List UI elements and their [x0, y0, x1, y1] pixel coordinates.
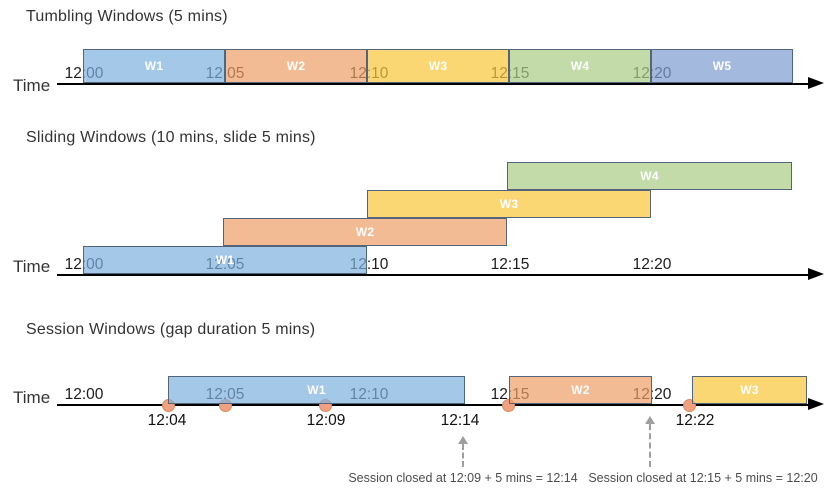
axis-tick-label-sliding-1215: 12:15	[490, 256, 530, 273]
event-time-label-1222: 12:22	[675, 412, 715, 429]
tumbling-time-axis-label: Time	[13, 76, 51, 95]
window-box-sliding-w3	[367, 190, 651, 218]
dashed-arrow-line	[649, 424, 651, 467]
event-time-label-1214: 12:14	[440, 412, 480, 429]
window-box-session-w3	[692, 376, 807, 404]
time-axis-tumbling	[57, 83, 810, 85]
window-label-tumbling-w3: W3	[428, 59, 448, 73]
session-annotation-1: Session closed at 12:09 + 5 mins = 12:14	[348, 471, 578, 485]
sliding-section-title: Sliding Windows (10 mins, slide 5 mins)	[26, 129, 316, 146]
time-axis-arrowhead-icon	[808, 398, 824, 410]
window-label-session-w3: W3	[740, 383, 759, 397]
window-label-session-w2: W2	[571, 383, 590, 397]
event-time-label-1204: 12:04	[147, 412, 187, 429]
window-label-sliding-w1: W1	[215, 253, 235, 267]
window-box-tumbling-w1	[83, 49, 225, 83]
window-label-tumbling-w2: W2	[286, 59, 306, 73]
window-box-session-w1	[168, 376, 465, 404]
window-label-tumbling-w4: W4	[570, 59, 590, 73]
window-box-sliding-w2	[223, 218, 507, 246]
window-box-tumbling-w4	[509, 49, 651, 83]
event-time-label-1209: 12:09	[306, 412, 346, 429]
window-label-sliding-w4: W4	[640, 169, 659, 183]
axis-tick-label-sliding-1220: 12:20	[632, 256, 672, 273]
window-box-sliding-w4	[507, 162, 792, 190]
session-section-title: Session Windows (gap duration 5 mins)	[26, 321, 316, 338]
time-axis-arrowhead-icon	[808, 77, 824, 89]
window-box-tumbling-w5	[651, 49, 793, 83]
time-axis-arrowhead-icon	[808, 268, 824, 280]
window-box-tumbling-w2	[225, 49, 367, 83]
axis-tick-label-session-1200: 12:00	[64, 386, 104, 403]
window-box-session-w2	[509, 376, 652, 404]
window-label-tumbling-w1: W1	[144, 59, 164, 73]
sliding-time-axis-label: Time	[13, 257, 51, 276]
dashed-arrow-icon	[458, 436, 468, 444]
session-time-axis-label: Time	[13, 388, 51, 407]
window-label-sliding-w3: W3	[499, 197, 519, 211]
window-box-tumbling-w3	[367, 49, 509, 83]
window-label-sliding-w2: W2	[355, 225, 375, 239]
window-box-sliding-w1	[83, 246, 367, 274]
time-axis-sliding	[57, 274, 810, 276]
window-label-tumbling-w5: W5	[712, 59, 732, 73]
dashed-arrow-icon	[645, 416, 655, 424]
window-label-session-w1: W1	[307, 383, 326, 397]
time-axis-session	[57, 404, 810, 406]
tumbling-section-title: Tumbling Windows (5 mins)	[26, 8, 228, 25]
session-annotation-2: Session closed at 12:15 + 5 mins = 12:20	[588, 471, 818, 485]
dashed-arrow-line	[462, 444, 464, 467]
